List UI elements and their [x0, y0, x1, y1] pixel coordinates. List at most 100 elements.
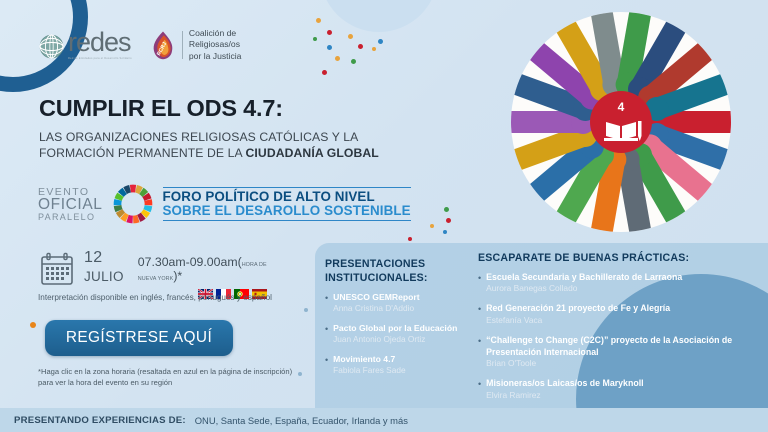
- list-item: • Movimiento 4.7 Fabiola Fares Sade: [325, 354, 475, 376]
- timezone-open: (: [237, 255, 242, 269]
- coalicion-line-1: Coalición de: [188, 28, 237, 38]
- coalicion-line-2: Religiosas/os: [188, 39, 240, 50]
- presentations-heading: PRESENTACIONES INSTITUCIONALES:: [325, 258, 475, 286]
- showcase-title: Red Generación 21 proyecto de Fe y Alegr…: [486, 303, 671, 314]
- speakers-panel: [315, 243, 768, 432]
- list-item: • Escuela Secundaria y Bachillerato de L…: [478, 272, 760, 295]
- hlpf-line-1: FORO POLÍTICO DE ALTO NIVEL: [162, 188, 375, 204]
- event-timezone: HORA DE NUEVA YORK: [138, 262, 267, 282]
- confetti-dot: [351, 59, 356, 64]
- confetti-dot: [313, 37, 317, 41]
- presentation-title: Pacto Global por la Educación: [333, 322, 458, 333]
- hlpf-rule-top: [162, 186, 411, 189]
- list-item: • UNESCO GEMReport Anna Cristina D'Addio: [325, 292, 475, 314]
- uk-flag-icon: [197, 289, 213, 299]
- confetti-dot: [446, 218, 451, 223]
- register-button[interactable]: REGÍSTRESE AQUÍ: [45, 320, 233, 356]
- bullet-icon: •: [478, 304, 482, 315]
- presentations-heading-line-1: PRESENTACIONES: [325, 258, 426, 270]
- list-item: • Red Generación 21 proyecto de Fe y Ale…: [478, 303, 760, 326]
- footer-bar: PRESENTANDO EXPERIENCIAS DE: ONU, Santa …: [0, 408, 768, 432]
- showcase-speaker: Estefanía Vaca: [486, 315, 543, 326]
- event-time-block: 07.30am-09.00am(HORA DE NUEVA YORK)*: [138, 255, 267, 299]
- bullet-icon: •: [478, 272, 482, 283]
- confetti-dot: [30, 322, 36, 328]
- confetti-dot: [304, 308, 308, 312]
- event-day: 12: [84, 249, 103, 266]
- bullet-icon: •: [478, 379, 482, 390]
- event-strip: EVENTO OFICIAL PARALELO: [38, 183, 411, 225]
- coalicion-text: Coalición de Religiosas/os por la Justic…: [189, 28, 242, 62]
- presentation-title: UNESCO GEMReport: [333, 291, 420, 302]
- portugal-flag-icon: [233, 289, 249, 299]
- timezone-line-2: NUEVA YORK: [137, 276, 174, 282]
- showcase-title: Misioneras/os Laicas/os de Maryknoll: [486, 378, 644, 389]
- page-subtitle: LAS ORGANIZACIONES RELIGIOSAS CATÓLICAS …: [39, 130, 379, 161]
- timezone-close: )*: [173, 269, 183, 283]
- showcase-speaker: Brian O'Toole: [486, 358, 537, 369]
- event-date: 12 JULIO: [84, 250, 124, 284]
- france-flag-icon: [215, 289, 231, 299]
- footer-label: PRESENTANDO EXPERIENCIAS DE:: [14, 414, 186, 426]
- presentation-speaker: Anna Cristina D'Addio: [333, 302, 415, 313]
- showcase-speaker: Aurora Banegas Collado: [486, 283, 578, 294]
- showcase-heading: ESCAPARATE DE BUENAS PRÁCTICAS:: [478, 252, 690, 264]
- footer-text: ONU, Santa Sede, España, Ecuador, Irland…: [194, 414, 408, 426]
- bullet-icon: •: [325, 355, 329, 366]
- spain-flag-icon: [251, 289, 267, 299]
- confetti-dot: [408, 237, 412, 241]
- confetti-dot: [322, 70, 327, 75]
- event-word-1: EVENTO: [38, 185, 90, 198]
- event-word-2: OFICIAL: [38, 196, 103, 213]
- decorative-blob-top: [320, 0, 438, 32]
- coalicion-line-3: por la Justicia: [188, 50, 242, 61]
- event-type-label: EVENTO OFICIAL PARALELO: [38, 185, 103, 222]
- presentation-speaker: Fabiola Fares Sade: [333, 365, 406, 376]
- subtitle-line-1: LAS ORGANIZACIONES RELIGIOSAS CATÓLICAS …: [39, 130, 359, 144]
- bullet-icon: •: [325, 323, 329, 334]
- confetti-dot: [348, 34, 353, 39]
- flame-icon: RCRJ: [153, 31, 173, 60]
- confetti-dot: [335, 56, 340, 61]
- list-item: • Misioneras/os Laicas/os de Maryknoll E…: [478, 378, 760, 401]
- event-word-3: PARALELO: [38, 211, 96, 222]
- hlpf-rule-bottom: [162, 219, 411, 222]
- confetti-dot: [358, 44, 363, 49]
- globe-icon: [39, 34, 64, 59]
- bullet-icon: •: [478, 336, 482, 347]
- timezone-footnote: *Haga clic en la zona horaria (resaltada…: [38, 367, 293, 388]
- confetti-dot: [443, 230, 447, 234]
- subtitle-line-2-bold: CIUDADANÍA GLOBAL: [245, 145, 379, 160]
- event-time-line: 07.30am-09.00am(HORA DE NUEVA YORK)*: [138, 255, 267, 283]
- confetti-dot: [327, 45, 332, 50]
- presentation-speaker: Juan Antonio Ojeda Ortiz: [333, 334, 426, 345]
- confetti-dot: [372, 47, 376, 51]
- redes-wordmark: redes: [68, 27, 132, 58]
- logo-divider: [181, 31, 183, 60]
- confetti-dot: [430, 224, 434, 228]
- event-month: JULIO: [84, 269, 124, 284]
- showcase-title: Escuela Secundaria y Bachillerato de Lar…: [486, 271, 683, 282]
- logo-bar: redes Red de Entidades para el Desarroll…: [38, 28, 241, 62]
- presentations-heading-line-2: INSTITUCIONALES:: [325, 271, 428, 284]
- list-item: • Pacto Global por la Educación Juan Ant…: [325, 323, 475, 345]
- confetti-dot: [327, 30, 332, 35]
- confetti-dot: [298, 372, 302, 376]
- confetti-dot: [444, 207, 449, 212]
- redes-logo: redes Red de Entidades para el Desarroll…: [38, 27, 132, 60]
- timezone-line-1: HORA DE: [241, 262, 267, 268]
- confetti-dot: [316, 18, 321, 23]
- showcase-title: “Challenge to Change (C2C)” proyecto de …: [486, 335, 733, 357]
- subtitle-line-2: FORMACIÓN PERMANENTE DE LA CIUDADANÍA GL…: [39, 146, 379, 162]
- calendar-icon: [41, 252, 73, 285]
- showcase-column: ESCAPARATE DE BUENAS PRÁCTICAS: • Escuel…: [478, 252, 760, 410]
- hlpf-banner: FORO POLÍTICO DE ALTO NIVEL SOBRE EL DES…: [162, 186, 411, 222]
- coalicion-logo: RCRJ Coalición de Religiosas/os por la J…: [150, 28, 242, 62]
- language-flags: [138, 289, 267, 299]
- redes-tagline: Red de Entidades para el Desarrollo Soli…: [68, 56, 132, 60]
- date-time-row: 12 JULIO 07.30am-09.00am(HORA DE NUEVA YO…: [40, 250, 267, 299]
- sdg4-number: 4: [618, 100, 625, 114]
- hlpf-line-2: SOBRE EL DESAROLLO SOSTENIBLE: [162, 203, 411, 218]
- presentations-column: PRESENTACIONES INSTITUCIONALES: • UNESCO…: [325, 258, 475, 385]
